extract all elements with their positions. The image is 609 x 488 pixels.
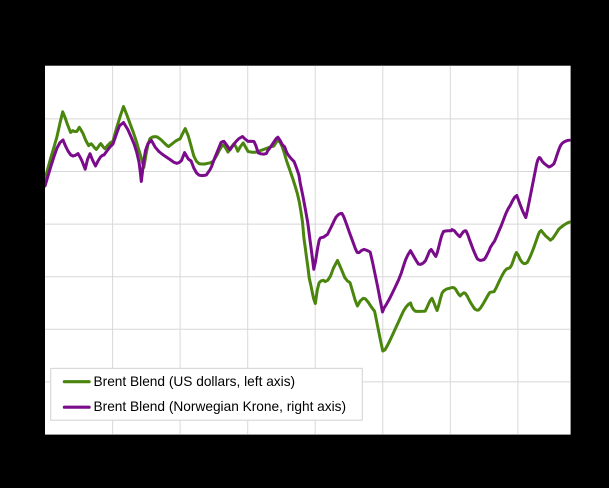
svg-text:Brent Blend (US dollars, left: Brent Blend (US dollars, left axis): [94, 374, 296, 389]
svg-text:Brent Blend (Norwegian Krone,: Brent Blend (Norwegian Krone, right axis…: [94, 399, 347, 414]
